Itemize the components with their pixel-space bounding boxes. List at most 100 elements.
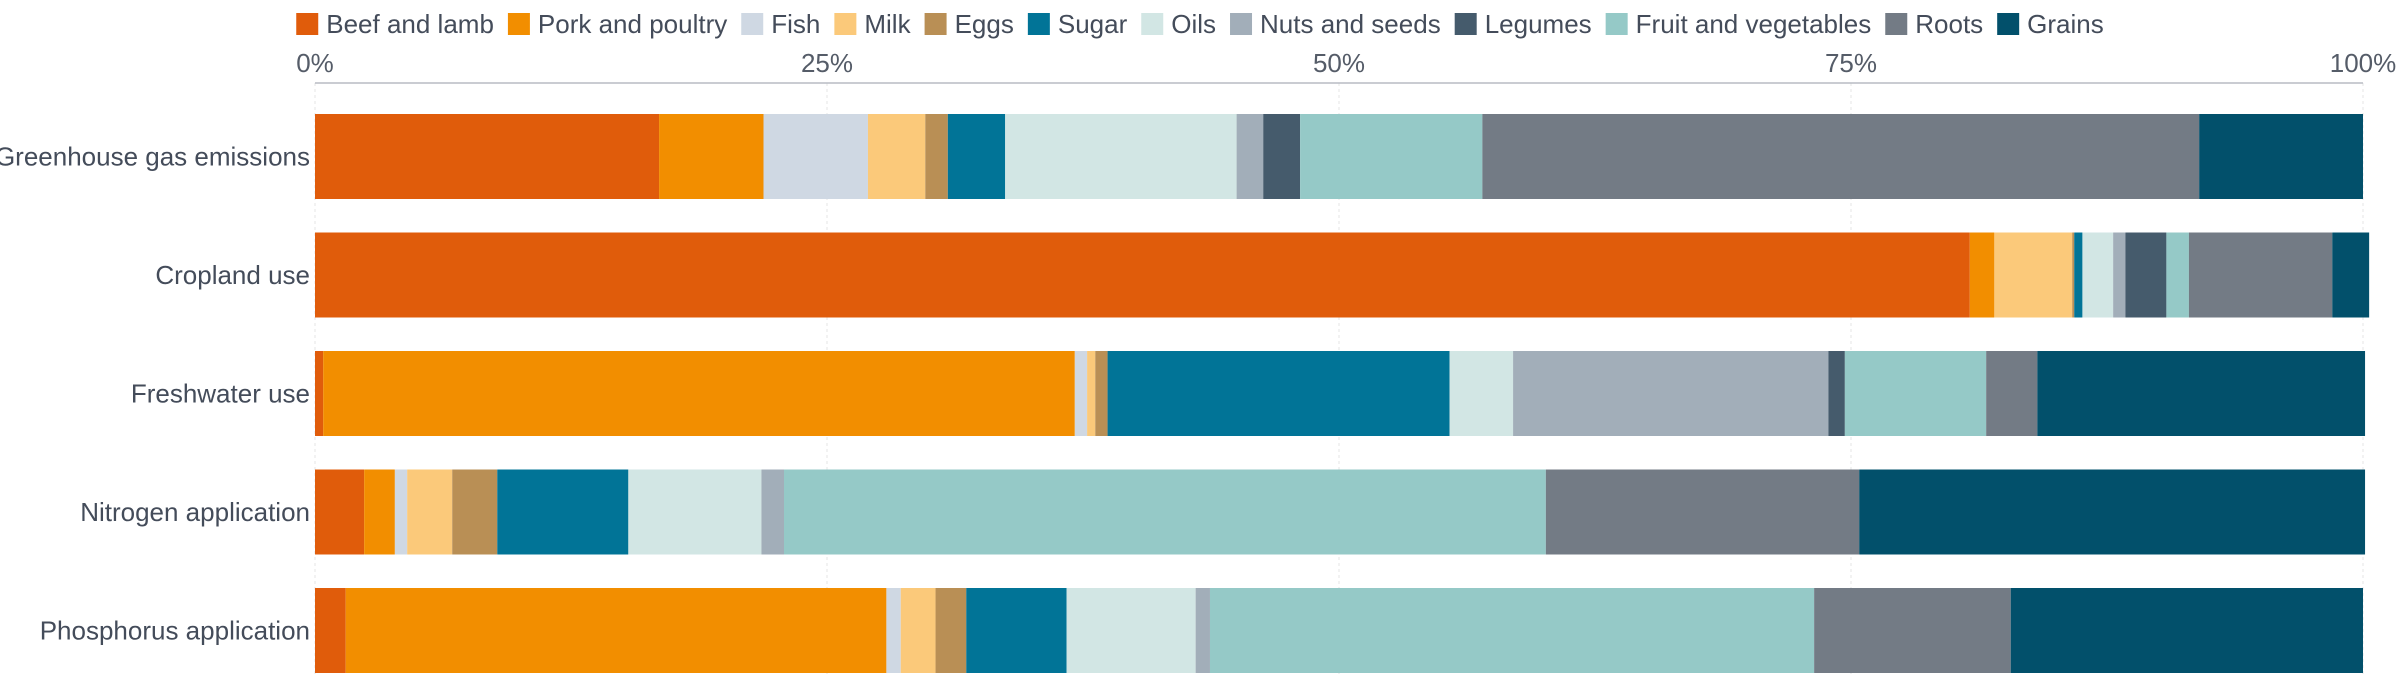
bar-segment-phosphorus-application-fruit-and-vegetables	[1209, 588, 1815, 673]
legend-item-nuts-and-seeds: Nuts and seeds	[1230, 9, 1441, 39]
legend-item-oils: Oils	[1141, 9, 1216, 39]
legend-swatch-sugar	[1027, 13, 1050, 35]
bar-segment-greenhouse-gas-emissions-beef-and-lamb	[315, 114, 660, 199]
bar-segment-freshwater-use-beef-and-lamb	[315, 351, 324, 436]
y-category-label-cropland-use: Cropland use	[155, 260, 310, 290]
legend-label-oils: Oils	[1171, 9, 1216, 39]
bar-segment-phosphorus-application-fish	[886, 588, 901, 673]
bar-segment-nitrogen-application-grains	[1859, 469, 2366, 555]
legend-label-milk: Milk	[864, 9, 911, 39]
y-category-label-greenhouse-gas-emissions: Greenhouse gas emissions	[0, 142, 310, 172]
legend-label-beef-and-lamb: Beef and lamb	[326, 9, 494, 39]
legend-label-legumes: Legumes	[1485, 9, 1592, 39]
bar-segment-greenhouse-gas-emissions-fruit-and-vegetables	[1300, 114, 1483, 199]
legend-item-fruit-and-vegetables: Fruit and vegetables	[1605, 9, 1872, 39]
x-tick-label-100: 100%	[2330, 48, 2397, 78]
legend-item-eggs: Eggs	[924, 9, 1014, 39]
bar-segment-cropland-use-milk	[1994, 232, 2073, 318]
bar-segment-nitrogen-application-nuts-and-seeds	[761, 469, 784, 555]
bar-segment-cropland-use-oils	[2082, 232, 2114, 318]
legend-row: Beef and lamb Pork and poultry Fish Milk Egg…	[296, 9, 2104, 39]
bar-group-phosphorus-application	[315, 588, 2363, 673]
y-category-label-nitrogen-application: Nitrogen application	[80, 497, 310, 527]
x-tick-label-0: 0%	[296, 48, 334, 78]
legend-swatch-fruit-and-vegetables	[1605, 13, 1628, 35]
bar-segment-greenhouse-gas-emissions-pork-and-poultry	[659, 114, 764, 199]
legend-swatch-eggs	[924, 13, 947, 35]
bar-segment-cropland-use-nuts-and-seeds	[2113, 232, 2126, 318]
legend-label-roots: Roots	[1915, 9, 1983, 39]
bar-group-nitrogen-application	[315, 469, 2366, 555]
bar-segment-nitrogen-application-pork-and-poultry	[364, 469, 395, 555]
bar-group-freshwater-use	[315, 351, 2366, 436]
bar-segment-greenhouse-gas-emissions-roots	[1482, 114, 2200, 199]
legend-label-nuts-and-seeds: Nuts and seeds	[1260, 9, 1441, 39]
bar-segment-phosphorus-application-pork-and-poultry	[345, 588, 887, 673]
legend-item-pork-and-poultry: Pork and poultry	[507, 9, 727, 39]
legend-item-sugar: Sugar	[1027, 9, 1128, 39]
bar-segment-phosphorus-application-sugar	[966, 588, 1067, 673]
bar-segment-phosphorus-application-roots	[1814, 588, 2011, 673]
bar-segment-greenhouse-gas-emissions-eggs	[925, 114, 948, 199]
legend-label-fruit-and-vegetables: Fruit and vegetables	[1636, 9, 1872, 39]
bar-segment-cropland-use-sugar	[2074, 232, 2083, 318]
bar-segment-cropland-use-pork-and-poultry	[1969, 232, 1995, 318]
legend: Beef and lamb Pork and poultry Fish Milk Egg…	[296, 9, 2104, 39]
bar-segment-greenhouse-gas-emissions-grains	[2199, 114, 2363, 199]
bar-segment-nitrogen-application-milk	[407, 469, 453, 555]
bar-segment-greenhouse-gas-emissions-milk	[867, 114, 926, 199]
bar-segment-freshwater-use-eggs	[1095, 351, 1108, 436]
legend-label-pork-and-poultry: Pork and poultry	[538, 9, 727, 39]
legend-swatch-oils	[1141, 13, 1164, 35]
legend-swatch-pork-and-poultry	[507, 13, 530, 35]
bar-segment-freshwater-use-fish	[1074, 351, 1088, 436]
bar-segment-nitrogen-application-oils	[628, 469, 762, 555]
bar-group-cropland-use	[315, 232, 2370, 318]
legend-swatch-grains	[1997, 13, 2020, 35]
bar-segment-freshwater-use-pork-and-poultry	[323, 351, 1075, 436]
bar-group-greenhouse-gas-emissions	[315, 114, 2363, 199]
legend-swatch-roots	[1885, 13, 1908, 35]
bar-segment-phosphorus-application-nuts-and-seeds	[1195, 588, 1210, 673]
y-category-label-phosphorus-application: Phosphorus application	[40, 616, 310, 646]
bar-segment-nitrogen-application-roots	[1545, 469, 1860, 555]
bar-segment-cropland-use-grains	[2332, 232, 2370, 318]
legend-item-beef-and-lamb: Beef and lamb	[296, 9, 494, 39]
bar-segment-phosphorus-application-beef-and-lamb	[315, 588, 346, 673]
bar-segment-phosphorus-application-grains	[2010, 588, 2363, 673]
bar-segment-freshwater-use-nuts-and-seeds	[1513, 351, 1829, 436]
bar-segment-freshwater-use-sugar	[1107, 351, 1450, 436]
legend-item-fish: Fish	[741, 9, 820, 39]
legend-swatch-nuts-and-seeds	[1230, 13, 1253, 35]
y-axis: Greenhouse gas emissions Cropland use Fres…	[0, 142, 310, 646]
legend-label-sugar: Sugar	[1058, 9, 1128, 39]
legend-label-fish: Fish	[771, 9, 820, 39]
x-axis: 0% 25% 50% 75% 100%	[296, 48, 2397, 84]
legend-item-grains: Grains	[1997, 9, 2104, 39]
bar-segment-freshwater-use-legumes	[1828, 351, 1845, 436]
bar-segment-freshwater-use-fruit-and-vegetables	[1844, 351, 1987, 436]
legend-swatch-fish	[741, 13, 764, 35]
bar-segment-greenhouse-gas-emissions-sugar	[947, 114, 1006, 199]
bar-segment-nitrogen-application-sugar	[497, 469, 629, 555]
legend-label-eggs: Eggs	[955, 9, 1014, 39]
legend-item-roots: Roots	[1885, 9, 1983, 39]
bar-segment-cropland-use-legumes	[2125, 232, 2167, 318]
bar-segment-greenhouse-gas-emissions-fish	[763, 114, 868, 199]
bar-segment-nitrogen-application-fish	[394, 469, 408, 555]
bar-segment-cropland-use-fruit-and-vegetables	[2166, 232, 2189, 318]
legend-swatch-legumes	[1454, 13, 1477, 35]
bar-segment-phosphorus-application-eggs	[935, 588, 967, 673]
bar-segment-phosphorus-application-oils	[1066, 588, 1196, 673]
legend-item-milk: Milk	[834, 9, 912, 39]
bar-segment-nitrogen-application-fruit-and-vegetables	[783, 469, 1546, 555]
legend-item-legumes: Legumes	[1454, 9, 1592, 39]
bar-segment-greenhouse-gas-emissions-oils	[1005, 114, 1237, 199]
bar-segment-cropland-use-eggs	[2072, 232, 2075, 318]
bar-segment-freshwater-use-roots	[1986, 351, 2038, 436]
bar-segment-freshwater-use-oils	[1449, 351, 1514, 436]
y-category-label-freshwater-use: Freshwater use	[131, 379, 310, 409]
bar-segment-greenhouse-gas-emissions-legumes	[1263, 114, 1301, 199]
legend-label-grains: Grains	[2027, 9, 2104, 39]
